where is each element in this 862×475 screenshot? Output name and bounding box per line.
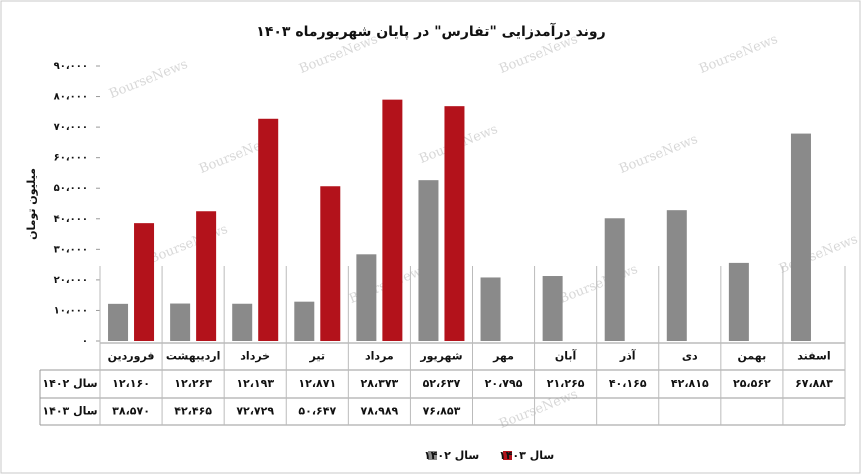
- value-label: ۱۲،۱۹۳: [236, 377, 274, 390]
- value-label: ۶۷،۸۸۳: [795, 377, 833, 390]
- value-label: ۴۰،۱۶۵: [609, 377, 647, 390]
- y-tick-label: ۶۰،۰۰۰: [54, 153, 88, 164]
- value-label: ۴۲،۴۶۵: [174, 405, 212, 418]
- category-label: بهمن: [738, 350, 767, 363]
- value-label: ۷۸،۹۸۹: [361, 405, 399, 418]
- bar: [542, 276, 563, 341]
- value-label: ۲۱،۲۶۵: [547, 377, 585, 390]
- legend-swatch: [503, 451, 512, 460]
- value-label: ۵۲،۶۳۷: [423, 377, 461, 390]
- legend-label: سال ۱۴۰۳: [499, 449, 554, 462]
- y-tick-label: ۲۰،۰۰۰: [54, 275, 88, 286]
- bar: [356, 254, 377, 341]
- category-label: اسفند: [797, 350, 830, 363]
- bar: [382, 99, 403, 342]
- value-label: ۱۲،۱۶۰: [112, 377, 150, 390]
- value-label: ۷۶،۸۵۳: [423, 405, 461, 418]
- y-tick-label: ۹۰،۰۰۰: [54, 61, 88, 72]
- category-label: مهر: [492, 350, 514, 363]
- category-label: اردیبهشت: [166, 350, 220, 363]
- category-label: فروردین: [108, 350, 155, 363]
- category-label: مرداد: [365, 350, 394, 363]
- row-label: سال ۱۴۰۳: [42, 405, 97, 418]
- bar: [170, 303, 191, 341]
- y-axis-label: میلیون تومان: [25, 168, 38, 240]
- bar: [196, 211, 217, 341]
- bar: [418, 180, 439, 341]
- bar: [134, 223, 155, 341]
- bar: [728, 262, 749, 341]
- value-label: ۷۲،۷۲۹: [236, 405, 274, 418]
- y-tick-label: ۱۰،۰۰۰: [54, 305, 88, 316]
- bar: [480, 277, 501, 341]
- value-label: ۱۲،۸۷۱: [298, 377, 336, 390]
- value-label: ۲۸،۳۷۳: [361, 377, 399, 390]
- legend-swatch: [428, 451, 437, 460]
- bar: [108, 303, 129, 341]
- value-label: ۵۰،۶۴۷: [298, 405, 336, 418]
- y-tick-label: ۷۰،۰۰۰: [54, 122, 88, 133]
- category-label: آذر: [619, 349, 636, 363]
- category-label: دی: [682, 350, 698, 363]
- category-label: تیر: [309, 350, 325, 363]
- y-tick-label: ۳۰،۰۰۰: [54, 244, 88, 255]
- bar: [444, 106, 465, 341]
- value-label: ۲۰،۷۹۵: [485, 377, 523, 390]
- chart-title: روند درآمدزایی "تفارس" در پایان شهریورما…: [256, 22, 605, 40]
- y-tick-label: ۵۰،۰۰۰: [54, 183, 88, 194]
- bar: [294, 301, 315, 341]
- value-label: ۱۲،۲۶۳: [174, 377, 212, 390]
- y-tick-label: ۸۰،۰۰۰: [54, 92, 88, 103]
- bar: [604, 218, 625, 341]
- y-tick-label: ۰: [82, 336, 88, 347]
- row-label: سال ۱۴۰۲: [42, 377, 97, 390]
- bar: [258, 118, 279, 342]
- value-label: ۴۲،۸۱۵: [671, 377, 709, 390]
- bar: [320, 186, 341, 341]
- value-label: ۲۵،۵۶۲: [733, 377, 771, 390]
- bar: [666, 210, 687, 341]
- category-label: شهریور: [419, 350, 462, 363]
- bar: [232, 303, 253, 341]
- category-label: خرداد: [240, 350, 270, 363]
- y-tick-label: ۴۰،۰۰۰: [54, 214, 88, 225]
- bar: [790, 133, 811, 341]
- value-label: ۳۸،۵۷۰: [112, 405, 150, 418]
- category-label: آبان: [555, 349, 577, 363]
- legend-label: سال ۱۴۰۲: [424, 449, 479, 462]
